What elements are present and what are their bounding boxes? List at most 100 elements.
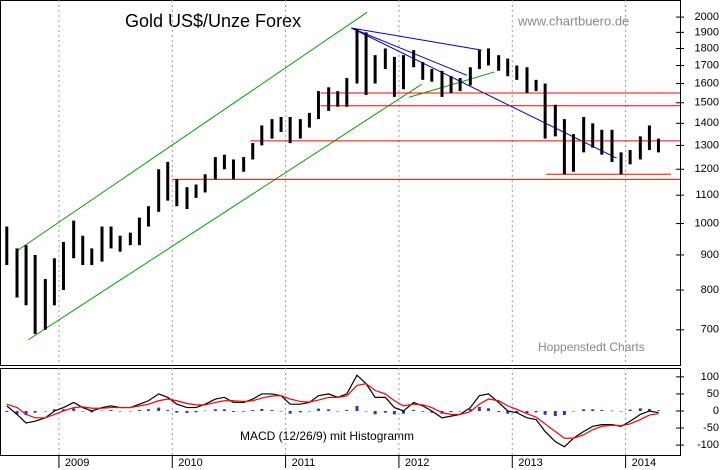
histogram-bar [373,410,377,415]
y-tick-label: -50 [703,422,719,434]
histogram-bar [600,409,604,411]
histogram-bar [43,410,47,412]
histogram-bar [506,410,510,414]
histogram-bar [33,410,37,413]
histogram-bar [15,410,19,415]
histogram-bar [610,410,614,412]
histogram-bar [298,410,302,413]
histogram-bar [72,408,76,411]
histogram-bar [185,410,189,414]
histogram-bar [638,408,642,411]
histogram-bar [231,410,235,413]
histogram-bar [166,409,170,411]
histogram-bar [90,410,94,413]
macd-line [6,383,659,439]
histogram-bar [401,410,405,414]
histogram-bar [619,410,623,412]
histogram-bar [383,410,387,413]
histogram-bar [345,409,349,411]
histogram-bar [251,409,255,411]
histogram-bar [543,410,547,415]
histogram-bar [336,410,340,412]
trend-line [17,11,368,251]
histogram-bar [316,408,320,411]
histogram-bar [327,409,331,411]
source-label: www.chartbuero.de [517,13,629,28]
x-tick-label: 2011 [292,457,316,469]
histogram-bar [175,410,179,413]
y-tick-label: 800 [701,284,719,296]
y-tick-label: 1400 [695,117,719,129]
histogram-bar [412,409,416,411]
y-tick-label: 0 [713,405,719,417]
histogram-bar [486,408,490,411]
histogram-bar [364,410,368,412]
histogram-bar [307,410,311,412]
histogram-bar [477,406,481,411]
y-tick-label: 900 [701,249,719,261]
y-tick-label: 700 [701,324,719,336]
histogram-bar [137,409,141,411]
histogram-bar [157,407,161,411]
histogram-bar [128,410,132,412]
y-tick-label: 1200 [695,163,719,175]
histogram-bar [497,410,501,413]
histogram-bar [203,410,207,412]
histogram-bar [194,410,198,413]
histogram-bar [270,409,274,411]
histogram-bar [582,409,586,411]
histogram-bar [118,410,122,412]
histogram-bar [534,410,538,413]
x-tick-label: 2009 [65,457,89,469]
histogram-bar [468,408,472,411]
y-tick-label: 1300 [695,139,719,151]
histogram-bar [288,410,292,414]
histogram-bar [421,410,425,412]
y-tick-label: 2000 [695,11,719,23]
histogram-bar [656,410,660,411]
x-tick-label: 2012 [405,457,429,469]
histogram-bar [392,410,396,415]
macd-line [6,374,659,448]
histogram-bar [449,410,453,413]
histogram-bar [100,410,104,412]
y-tick-label: 1800 [695,42,719,54]
histogram-bar [571,410,575,412]
trend-line [351,27,468,76]
y-tick-label: 1600 [695,77,719,89]
histogram-bar [525,410,529,414]
x-tick-label: 2014 [632,457,656,469]
histogram-bar [591,409,595,411]
histogram-bar [260,408,264,411]
macd-label: MACD (12/26/9) mit Histogramm [240,429,414,443]
y-tick-label: 1700 [695,59,719,71]
x-tick-label: 2013 [518,457,542,469]
histogram-bar [242,410,246,412]
histogram-bar [279,410,283,412]
histogram-bar [430,410,434,413]
y-tick-label: 1000 [695,217,719,229]
histogram-bar [81,410,85,412]
x-tick-label: 2010 [178,457,202,469]
histogram-bar [61,409,65,411]
y-tick-label: 1100 [695,189,719,201]
histogram-bar [52,409,56,411]
macd-frame [0,368,681,456]
y-tick-label: -100 [697,439,719,451]
y-tick-label: 100 [701,371,719,383]
chart-title: Gold US$/Unze Forex [125,11,301,31]
histogram-bar [222,409,226,411]
histogram-bar [213,409,217,411]
y-tick-label: 1900 [695,26,719,38]
price-frame [0,0,681,366]
histogram-bar [647,408,651,411]
y-tick-label: 1500 [695,97,719,109]
histogram-bar [109,409,113,411]
histogram-bar [355,405,359,411]
histogram-bar [5,410,9,413]
y-tick-label: 50 [707,388,719,400]
histogram-bar [562,410,566,416]
histogram-bar [24,410,28,416]
trend-line [28,83,422,341]
